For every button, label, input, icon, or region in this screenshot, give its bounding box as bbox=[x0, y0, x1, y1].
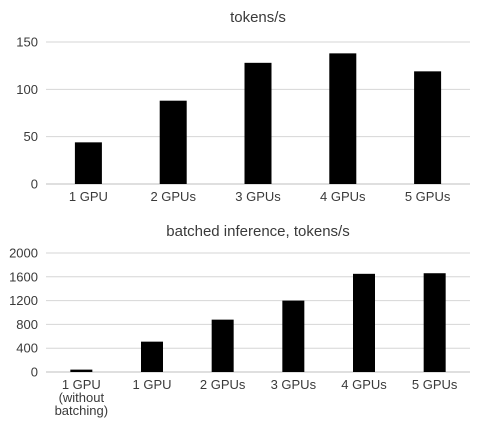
chart-batched-inference: batched inference, tokens/s 0 400 800 1200 16… bbox=[9, 223, 470, 418]
y-tick-label: 0 bbox=[31, 365, 38, 380]
x-tick-label: 1 GPU bbox=[69, 189, 108, 204]
bar bbox=[141, 341, 163, 372]
bar bbox=[423, 273, 446, 372]
chart-title: batched inference, tokens/s bbox=[166, 223, 349, 240]
bar bbox=[70, 369, 93, 372]
x-tick-label: 3 GPUs bbox=[271, 377, 317, 392]
x-tick-label: 3 GPUs bbox=[235, 189, 281, 204]
bar bbox=[414, 71, 442, 184]
bar bbox=[244, 62, 272, 184]
bar bbox=[329, 53, 357, 184]
chart-title: tokens/s bbox=[230, 9, 286, 26]
y-tick-label: 1200 bbox=[9, 293, 38, 308]
x-tick-label: 5 GPUs bbox=[405, 189, 451, 204]
y-tick-label: 2000 bbox=[9, 246, 38, 261]
x-tick-label: 4 GPUs bbox=[320, 189, 366, 204]
y-tick-label: 400 bbox=[16, 341, 38, 356]
x-tick-label: 4 GPUs bbox=[341, 377, 387, 392]
y-tick-label: 50 bbox=[24, 129, 38, 144]
x-tick-label: (without bbox=[59, 390, 105, 405]
y-tick-label: 100 bbox=[16, 82, 38, 97]
bar bbox=[282, 300, 305, 372]
bar bbox=[353, 273, 375, 372]
y-tick-label: 1600 bbox=[9, 269, 38, 284]
y-tick-label: 0 bbox=[31, 177, 38, 192]
chart-tokens-per-second: tokens/s 0 50 100 150 1 GPU 2 GPUs 3 GPUs 4 GPUs… bbox=[16, 9, 470, 204]
x-tick-label: 1 GPU bbox=[132, 377, 171, 392]
bar bbox=[211, 319, 234, 372]
x-tick-label: 5 GPUs bbox=[412, 377, 458, 392]
bar bbox=[159, 100, 187, 184]
x-tick-label: batching) bbox=[55, 403, 108, 418]
bar bbox=[74, 142, 102, 184]
x-tick-label: 2 GPUs bbox=[150, 189, 196, 204]
y-tick-label: 150 bbox=[16, 35, 38, 50]
y-tick-label: 800 bbox=[16, 317, 38, 332]
x-tick-label: 2 GPUs bbox=[200, 377, 246, 392]
x-tick-label: 1 GPU bbox=[62, 377, 101, 392]
